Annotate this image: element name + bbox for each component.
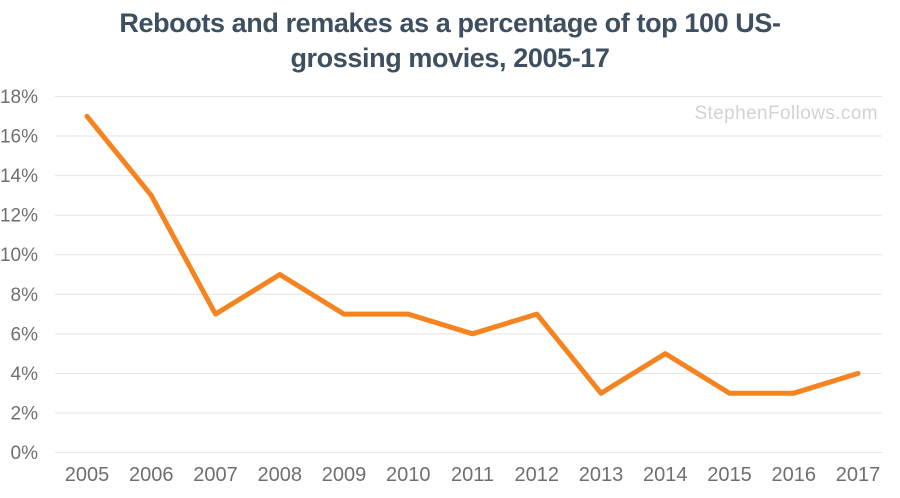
x-tick-label: 2006 <box>129 464 174 486</box>
y-tick-label: 12% <box>0 206 38 227</box>
y-tick-label: 6% <box>11 324 39 345</box>
y-tick-label: 4% <box>11 364 39 385</box>
y-tick-label: 0% <box>11 443 39 464</box>
x-tick-label: 2015 <box>707 464 752 486</box>
y-tick-label: 14% <box>0 166 38 187</box>
x-tick-label: 2005 <box>65 464 110 486</box>
x-tick-label: 2017 <box>836 464 881 486</box>
x-tick-label: 2012 <box>515 464 560 486</box>
x-tick-label: 2016 <box>772 464 817 486</box>
series-line <box>84 113 861 396</box>
y-tick-label: 2% <box>11 403 39 424</box>
x-tick-label: 2008 <box>258 464 303 486</box>
x-tick-label: 2013 <box>579 464 624 486</box>
x-tick-label: 2009 <box>322 464 367 486</box>
y-tick-label: 10% <box>0 245 38 266</box>
chart-title: Reboots and remakes as a percentage of t… <box>0 6 900 76</box>
x-tick-label: 2010 <box>386 464 431 486</box>
chart-title-line2: grossing movies, 2005-17 <box>290 43 610 73</box>
x-tick-label: 2007 <box>193 464 238 486</box>
y-tick-label: 16% <box>0 127 38 148</box>
x-tick-label: 2014 <box>643 464 688 486</box>
y-tick-label: 18% <box>0 87 38 108</box>
y-tick-label: 8% <box>11 285 39 306</box>
watermark-text: StephenFollows.com <box>694 103 878 124</box>
x-tick-label: 2011 <box>451 464 494 486</box>
chart-title-line1: Reboots and remakes as a percentage of t… <box>119 8 781 38</box>
